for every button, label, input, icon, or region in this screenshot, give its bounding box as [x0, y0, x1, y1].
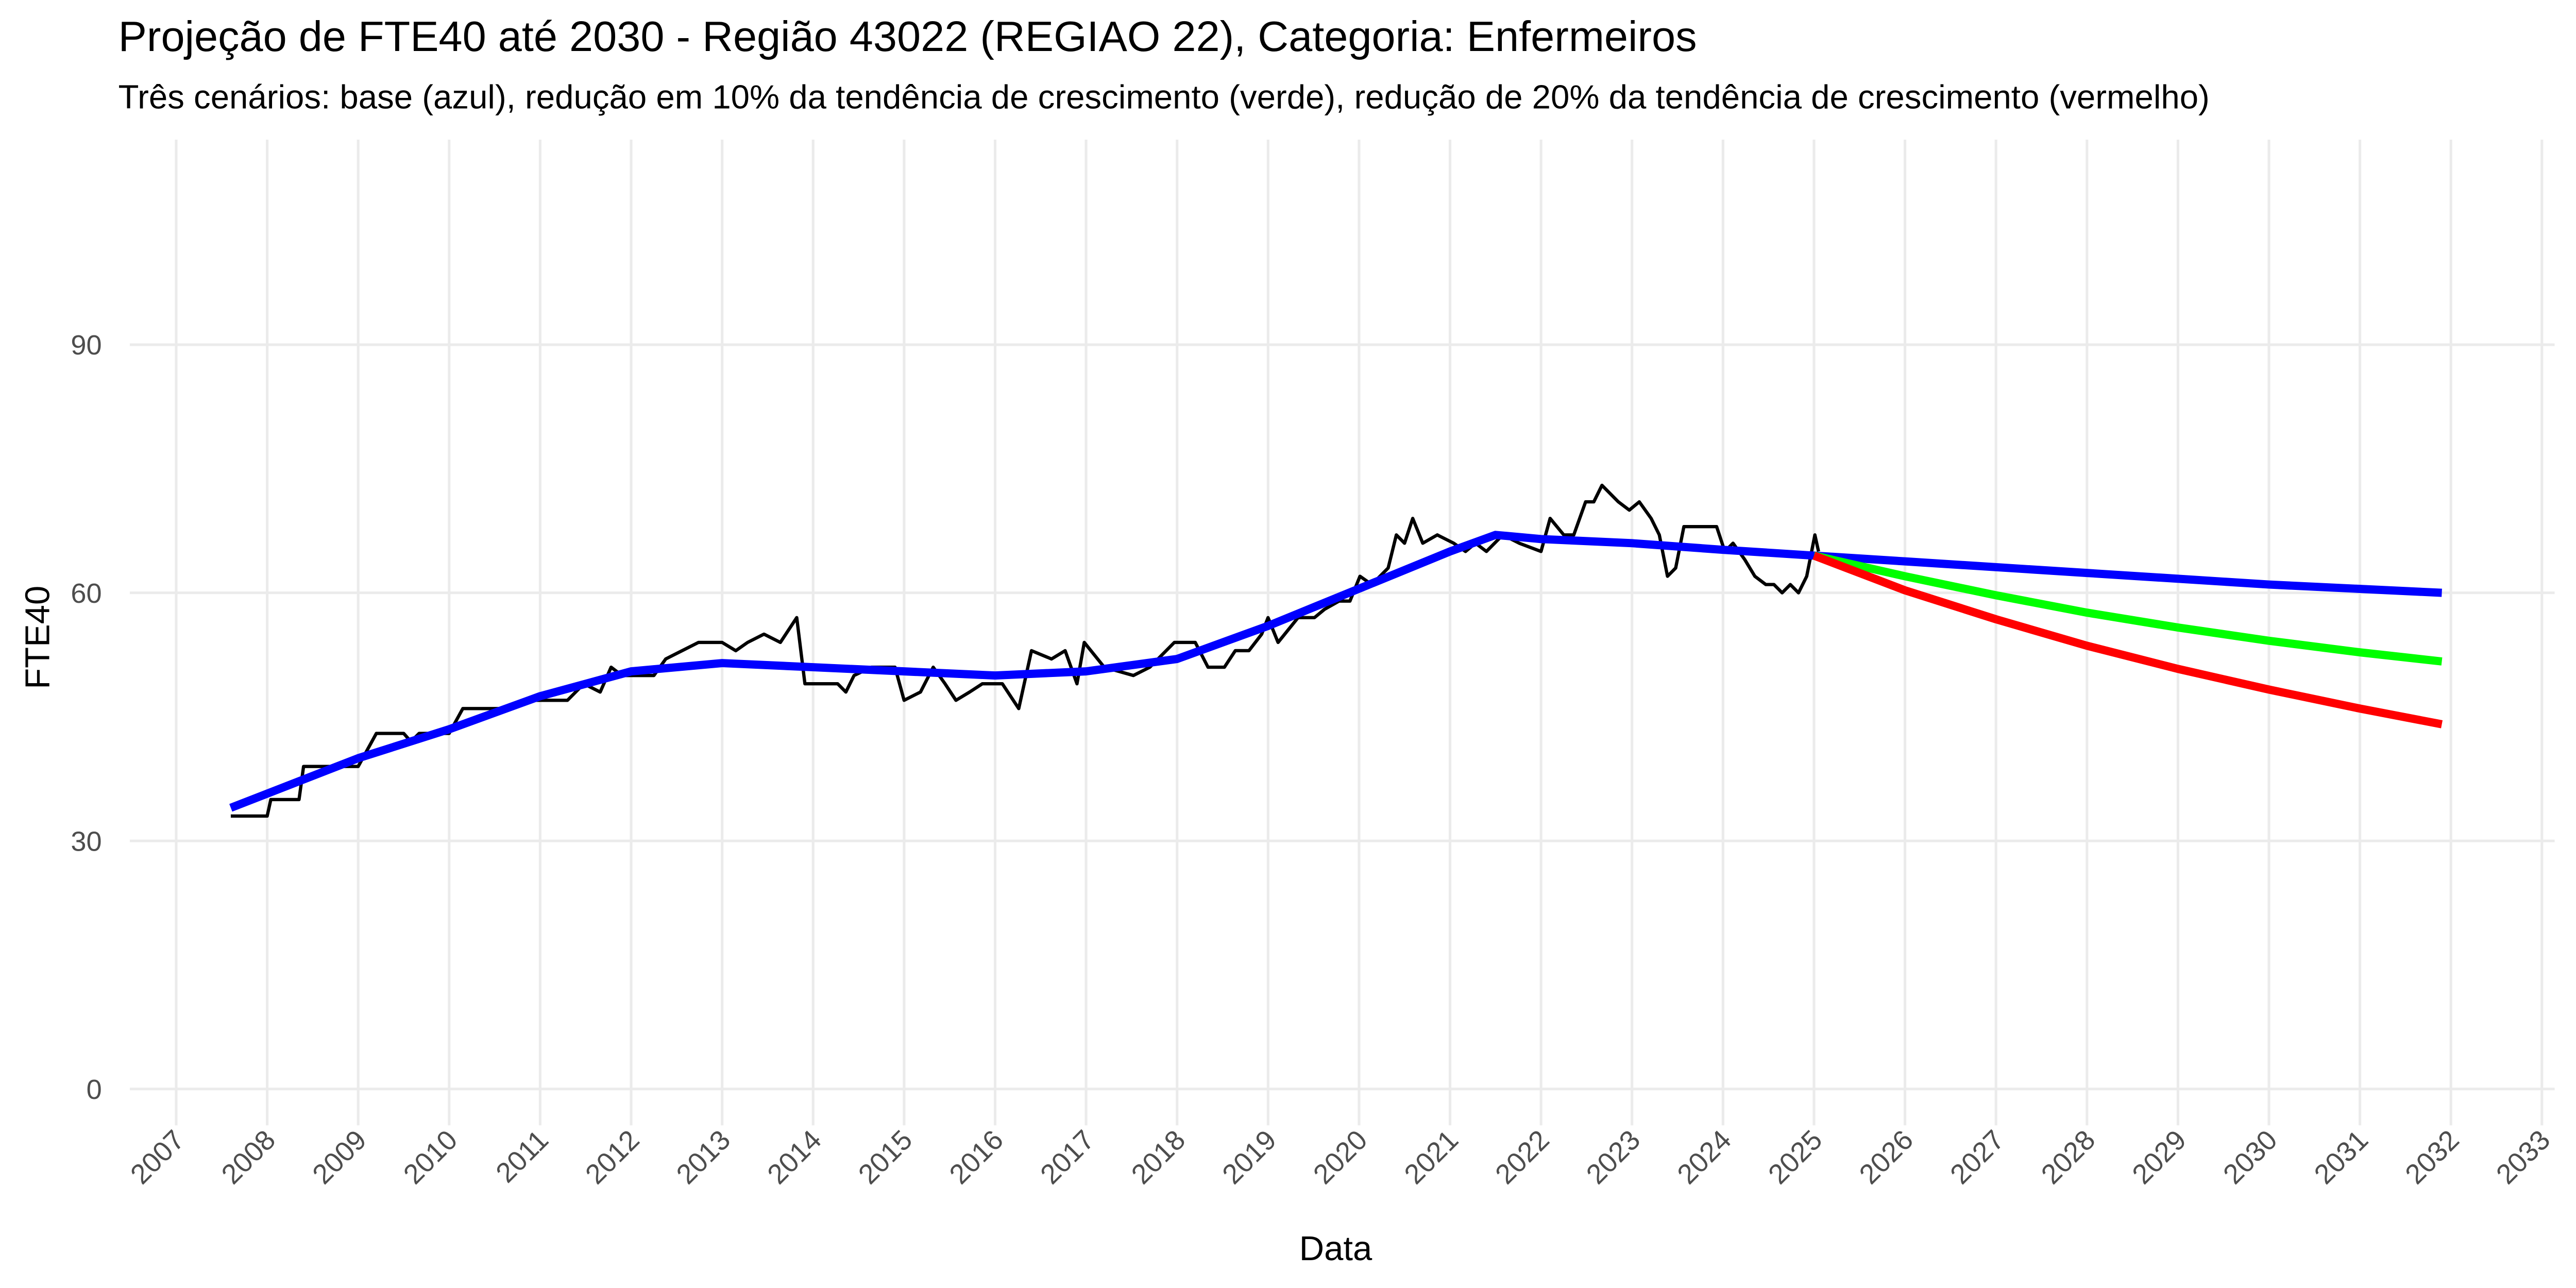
- plot-area: [229, 483, 2443, 818]
- series-line: [1812, 551, 2443, 728]
- y-tick-label: 30: [71, 826, 101, 857]
- x-axis-label: Data: [1299, 1229, 1372, 1268]
- series-line: [1813, 551, 2443, 666]
- y-tick-label: 90: [71, 330, 101, 361]
- grid: [129, 140, 2555, 1126]
- y-tick-label: 0: [87, 1074, 102, 1105]
- series-line: [229, 531, 2442, 812]
- chart-subtitle: Três cenários: base (azul), redução em 1…: [118, 78, 2210, 115]
- y-axis-label: FTE40: [19, 586, 57, 689]
- y-tick-label: 60: [71, 578, 101, 609]
- chart-title: Projeção de FTE40 até 2030 - Região 4302…: [118, 12, 1697, 60]
